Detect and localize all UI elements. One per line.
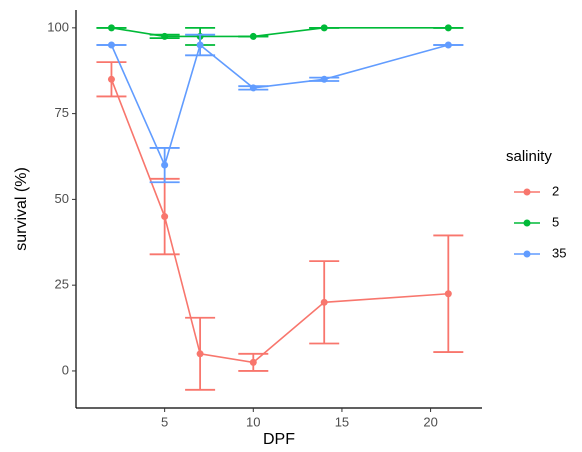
point: [249, 358, 257, 366]
point: [444, 41, 452, 49]
y-axis-label: survival (%): [13, 167, 30, 251]
y-tick-label: 50: [55, 191, 69, 206]
legend-key-point: [523, 188, 531, 196]
point: [196, 41, 204, 49]
point: [444, 24, 452, 32]
x-tick-label: 20: [423, 414, 437, 429]
x-tick-label: 15: [335, 414, 349, 429]
x-tick-label: 10: [246, 414, 260, 429]
legend-title: salinity: [506, 148, 552, 165]
point: [196, 350, 204, 358]
point: [444, 290, 452, 298]
point: [107, 75, 115, 83]
legend-label: 5: [552, 214, 559, 229]
series-line: [110, 43, 449, 168]
point: [320, 75, 328, 83]
y-tick-label: 0: [62, 362, 69, 377]
point: [107, 24, 115, 32]
point: [249, 32, 257, 40]
point: [161, 161, 169, 169]
x-axis-label: DPF: [263, 431, 295, 448]
legend-label: 35: [552, 245, 566, 260]
y-tick-label: 100: [47, 19, 69, 34]
point: [161, 32, 169, 40]
legend-label: 2: [552, 183, 559, 198]
y-tick-label: 25: [55, 277, 69, 292]
series-line: [110, 79, 449, 364]
point: [320, 24, 328, 32]
legend-key-point: [523, 219, 531, 227]
point: [107, 41, 115, 49]
y-tick-label: 75: [55, 105, 69, 120]
point: [320, 298, 328, 306]
point: [161, 213, 169, 221]
legend-key-point: [523, 250, 531, 258]
point: [249, 84, 257, 92]
x-tick-label: 5: [161, 414, 168, 429]
